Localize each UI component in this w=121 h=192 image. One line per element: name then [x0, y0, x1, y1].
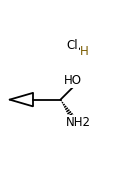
- Text: HO: HO: [64, 74, 82, 87]
- Text: Cl: Cl: [67, 39, 78, 52]
- Text: NH2: NH2: [66, 116, 91, 128]
- Text: H: H: [80, 45, 89, 58]
